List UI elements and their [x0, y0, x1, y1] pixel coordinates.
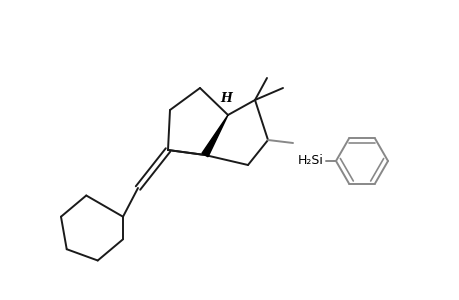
Text: H₂Si: H₂Si [297, 154, 323, 167]
Text: H: H [220, 92, 231, 105]
Polygon shape [202, 115, 228, 157]
